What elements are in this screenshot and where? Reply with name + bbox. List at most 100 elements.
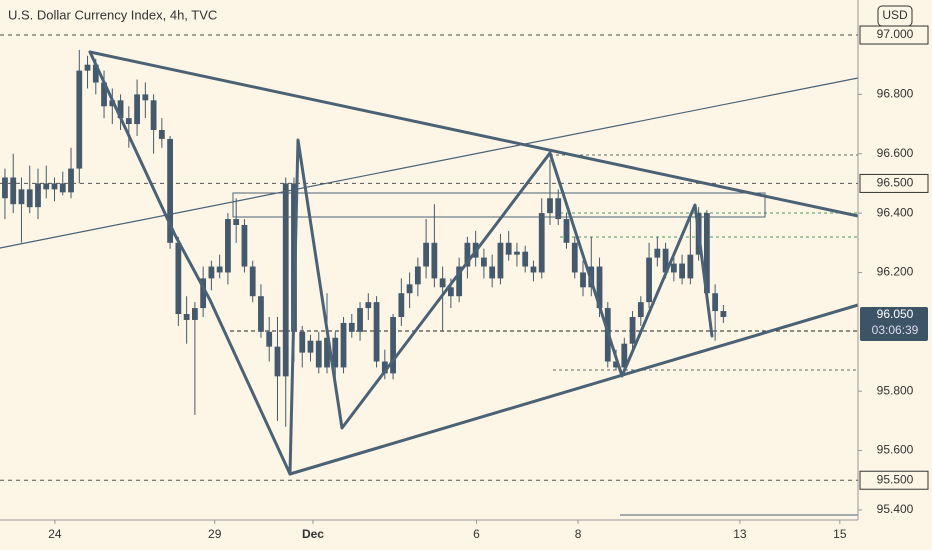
- candle-body: [43, 183, 50, 190]
- candle-body: [563, 219, 570, 243]
- candle-body: [249, 266, 256, 297]
- candle-body: [662, 248, 669, 273]
- candle-body: [439, 278, 446, 288]
- resistance-line: [88, 50, 860, 218]
- y-tick-label: 96.200: [877, 265, 914, 279]
- candle-body: [340, 322, 347, 368]
- y-tick-label: 96.800: [877, 87, 914, 101]
- candle-body: [183, 314, 190, 320]
- candle-body: [225, 219, 231, 273]
- candle-body: [613, 361, 619, 368]
- candle-body: [654, 248, 661, 258]
- candle-body: [357, 308, 363, 332]
- y-tick-label: 96.600: [877, 146, 914, 160]
- candle-body: [447, 287, 454, 297]
- candle-body: [241, 224, 248, 267]
- y-tick-label: 95.600: [877, 443, 914, 457]
- candle-body: [522, 251, 529, 267]
- range-box: [232, 192, 766, 218]
- candle-body: [125, 118, 132, 125]
- candle-body: [117, 100, 124, 119]
- candle-body: [274, 346, 281, 377]
- candle-body: [555, 198, 562, 220]
- y-tick-label: 95.400: [877, 502, 914, 516]
- candle-body: [505, 242, 512, 255]
- candle-body: [687, 254, 694, 279]
- candle-body: [59, 183, 66, 193]
- price-label: 95.500: [877, 472, 914, 486]
- price-label-box: [859, 173, 929, 193]
- candle-body: [596, 266, 603, 309]
- candle-body: [381, 361, 388, 374]
- candle-body: [348, 322, 355, 332]
- current-price-box: [860, 306, 928, 341]
- candle-body: [497, 242, 504, 279]
- x-tick-label: Dec: [302, 527, 324, 541]
- candle-body: [720, 311, 727, 317]
- candle-body: [431, 242, 438, 279]
- candle-body: [307, 340, 314, 353]
- candle-body: [646, 257, 652, 303]
- candle-body: [315, 340, 322, 368]
- chart-title: U.S. Dollar Currency Index, 4h, TVC: [8, 7, 217, 22]
- candle-body: [481, 257, 487, 267]
- x-tick-label: 6: [473, 527, 480, 541]
- candle-body: [580, 272, 586, 288]
- time-axis: [0, 520, 858, 550]
- price-label-box: [859, 470, 929, 490]
- x-tick-label: 29: [208, 527, 222, 541]
- candle-body: [489, 266, 496, 279]
- candle-body: [258, 296, 264, 332]
- candle-body: [191, 308, 198, 320]
- candle-body: [629, 316, 636, 344]
- candle-body: [464, 242, 471, 267]
- price-label: 97.000: [877, 27, 914, 41]
- x-tick-label: 8: [575, 527, 582, 541]
- x-tick-label: 24: [48, 527, 62, 541]
- candle-body: [266, 331, 273, 347]
- zigzag: [88, 50, 714, 476]
- x-tick-label: 13: [733, 527, 747, 541]
- price-axis: [858, 0, 932, 550]
- candle-body: [26, 189, 33, 208]
- candle-body: [324, 337, 330, 368]
- candle-body: [208, 266, 215, 279]
- candle-body: [175, 242, 182, 315]
- candle-body: [200, 278, 207, 309]
- candle-body: [390, 316, 396, 374]
- candle-body: [51, 183, 58, 190]
- candle-body: [637, 302, 644, 317]
- candle-body: [514, 251, 520, 255]
- candle-body: [571, 242, 578, 273]
- candle-body: [679, 263, 685, 279]
- candle-body: [332, 337, 339, 368]
- channel-line: [0, 77, 859, 249]
- candle-body: [456, 266, 463, 297]
- candle-body: [414, 266, 421, 285]
- candle-body: [150, 100, 157, 130]
- candle-body: [423, 242, 429, 267]
- candle-body: [35, 183, 41, 208]
- candle-body: [547, 198, 553, 214]
- x-tick-label: 15: [833, 527, 847, 541]
- candles: [2, 49, 727, 427]
- support-line: [288, 303, 860, 476]
- current-price-label: 96.050: [877, 307, 914, 321]
- candle-body: [10, 177, 17, 205]
- overlay-drawings: [230, 154, 858, 516]
- candle-body: [703, 213, 710, 294]
- candle-body: [233, 219, 240, 225]
- candle-body: [167, 138, 174, 243]
- price-label-box: [859, 25, 929, 45]
- y-tick-label: 96.400: [877, 205, 914, 219]
- y-tick-label: 95.800: [877, 383, 914, 397]
- candle-body: [84, 64, 91, 71]
- candle-body: [92, 64, 99, 83]
- candle-body: [365, 302, 372, 309]
- currency-label[interactable]: USD: [882, 8, 908, 22]
- candle-body: [670, 263, 677, 273]
- candle-body: [158, 130, 165, 139]
- candle-body: [134, 94, 140, 125]
- candle-body: [621, 343, 628, 368]
